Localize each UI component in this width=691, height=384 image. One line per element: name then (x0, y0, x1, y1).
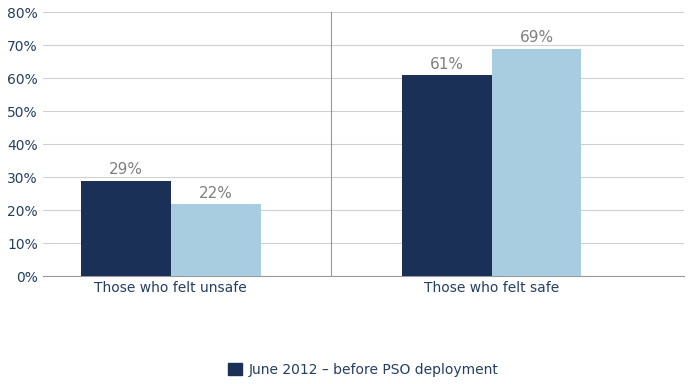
Text: 22%: 22% (199, 185, 233, 200)
Bar (171, 204, 261, 276)
Legend: June 2012 – before PSO deployment, June 2013 – after PSO deployment: June 2012 – before PSO deployment, June … (223, 358, 504, 384)
Bar (81, 181, 171, 276)
Text: 69%: 69% (520, 30, 553, 45)
Bar (491, 49, 581, 276)
Text: 29%: 29% (109, 162, 143, 177)
Text: 61%: 61% (430, 57, 464, 72)
Bar (401, 75, 491, 276)
